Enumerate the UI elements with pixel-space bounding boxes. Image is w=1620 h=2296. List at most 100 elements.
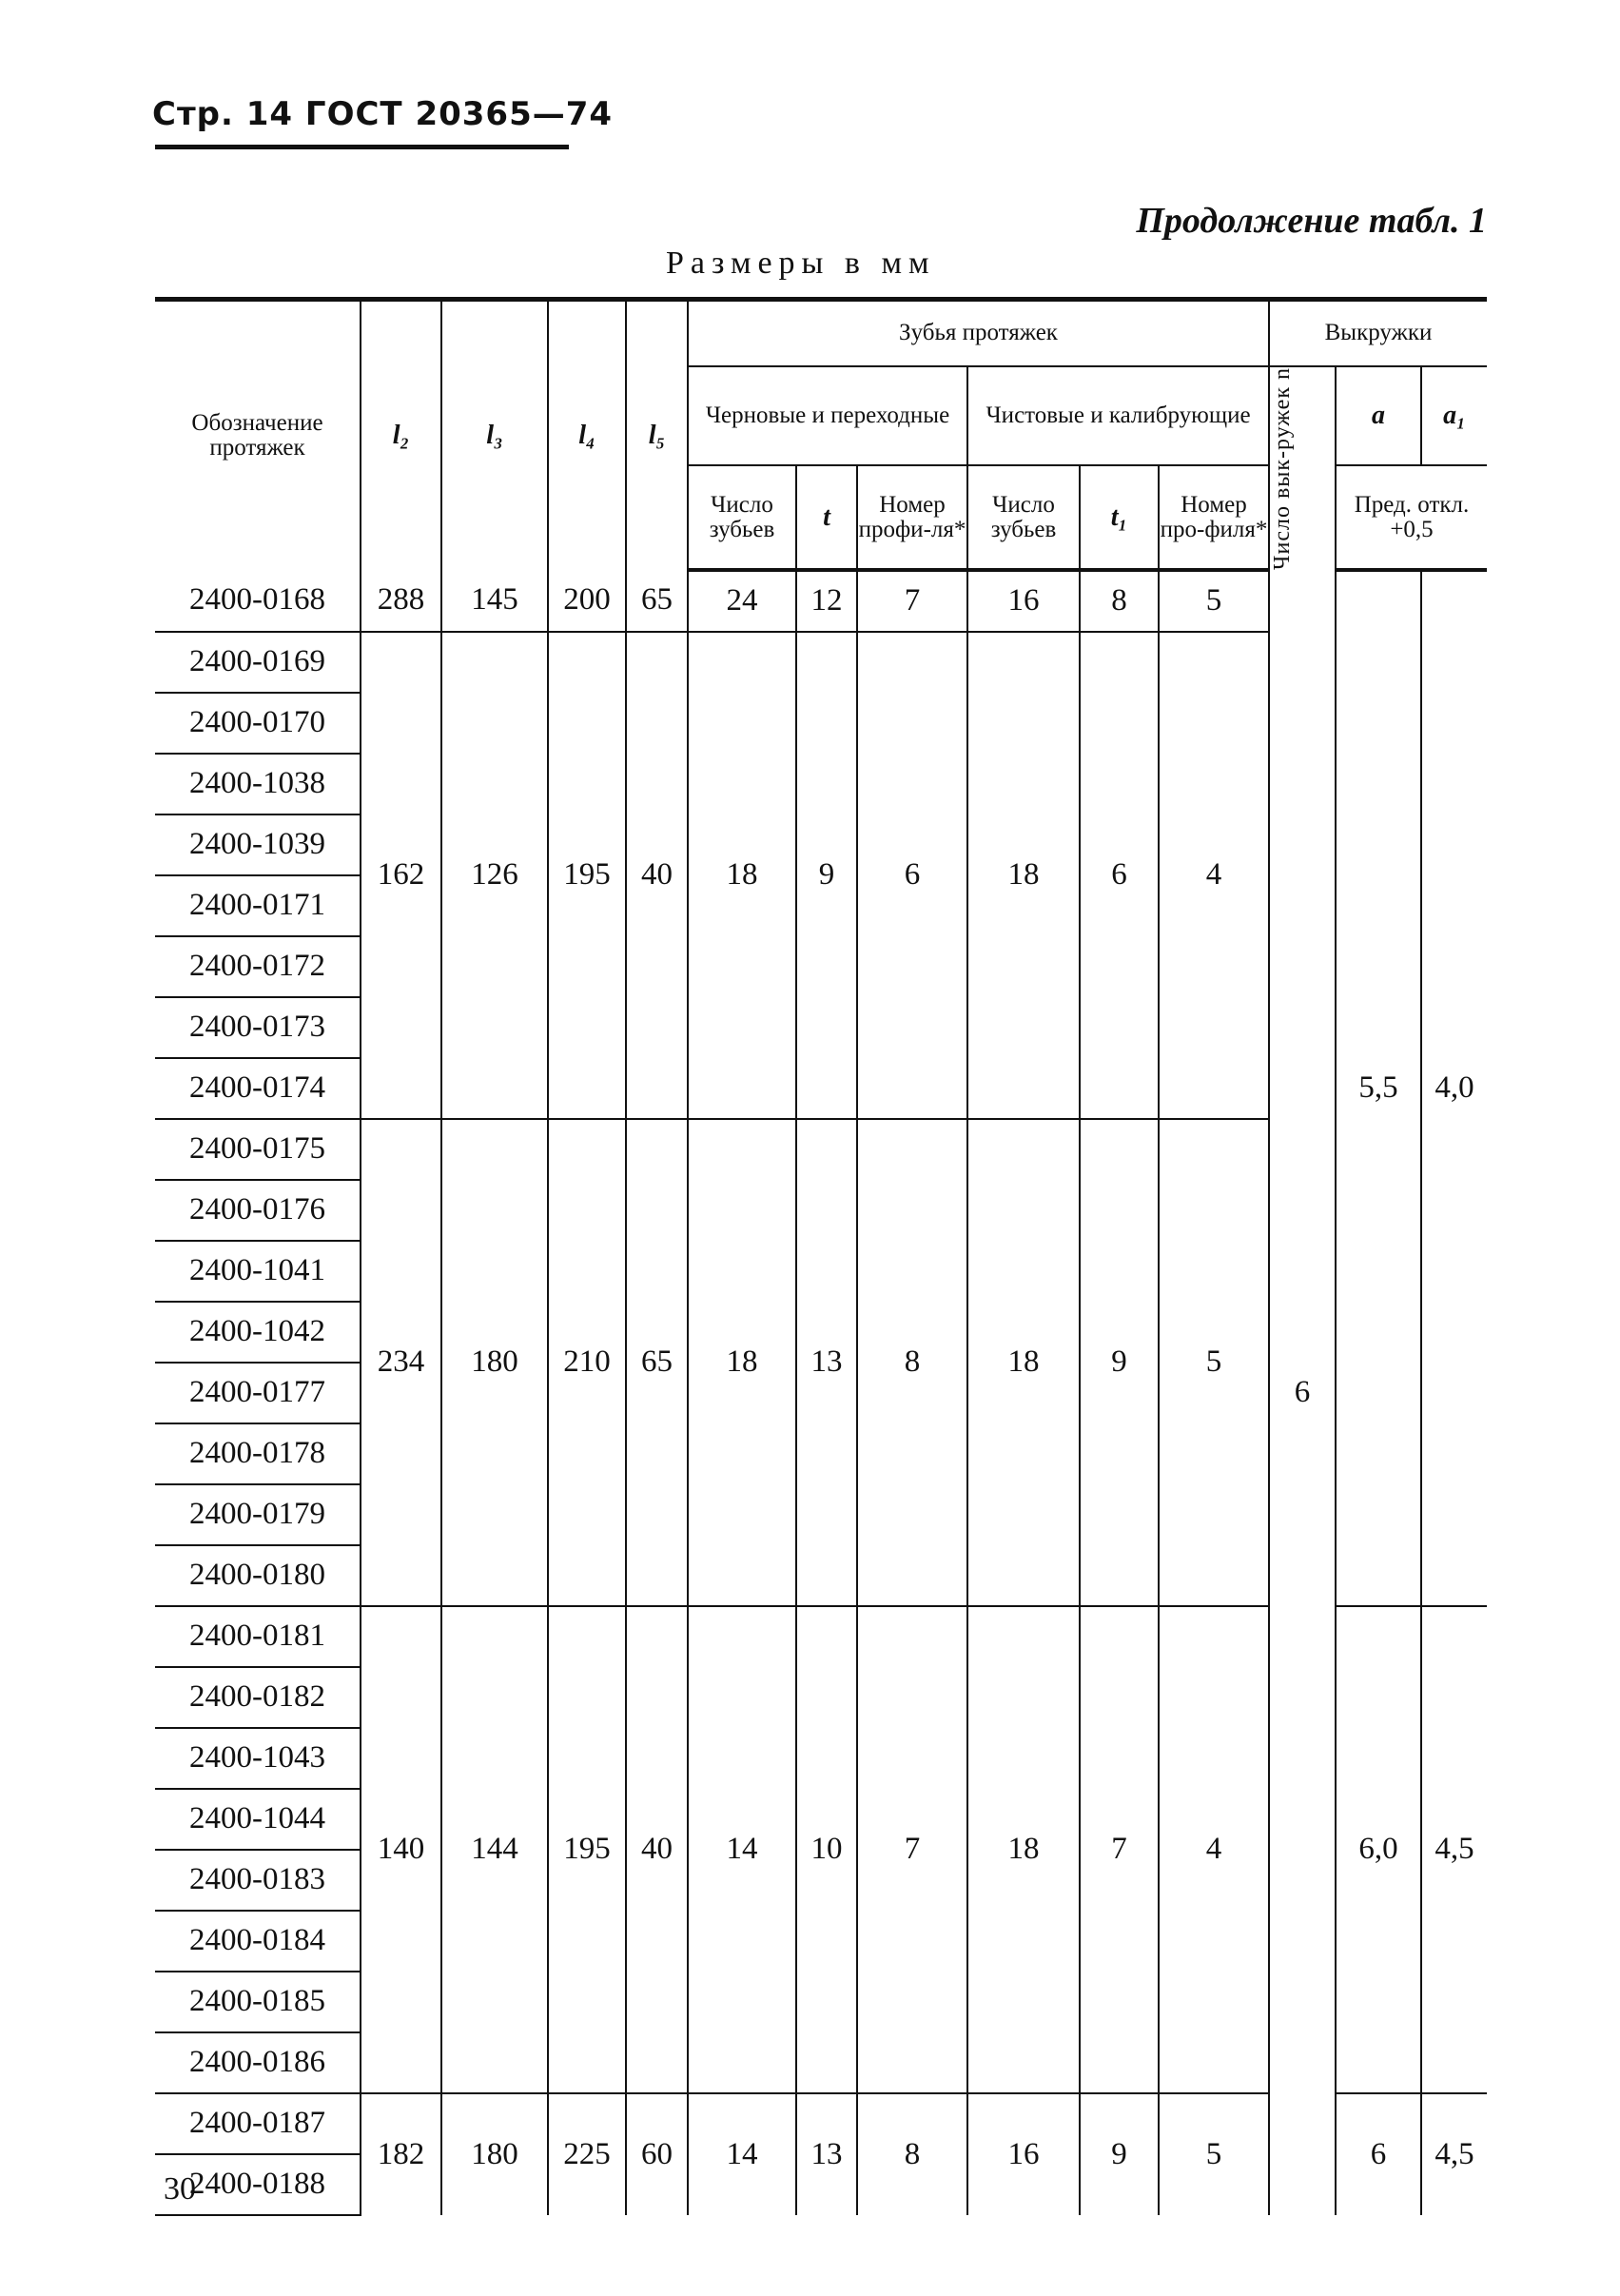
col-rough: Черновые и переходные <box>687 365 967 467</box>
designation-cell: 2400-0175 <box>155 1118 361 1181</box>
t-cell: 13 <box>795 1117 857 1606</box>
count-cell: 14 <box>687 2091 796 2215</box>
l2-cell: 234 <box>360 1117 441 1606</box>
table-row: 2400-0181 140 144 195 40 14 10 7 18 7 4 6,0 4,5 <box>155 1604 1487 2093</box>
designation-cell: 2400-1039 <box>155 814 361 876</box>
profile-cell: 6 <box>856 630 967 1119</box>
table-row: 2400-0186 <box>155 2031 1487 2094</box>
l4-cell: 195 <box>547 630 626 1119</box>
table-row: 2400-0170 <box>155 692 1487 755</box>
t1-cell: 9 <box>1079 1117 1159 1606</box>
table-row: 2400-0188 <box>155 2153 1487 2216</box>
t1-cell: 9 <box>1079 2091 1159 2215</box>
designation-cell: 2400-0168 <box>155 569 361 633</box>
table-row: 2400-1042 <box>155 1301 1487 1364</box>
table-continuation-label: Продолжение табл. 1 <box>1136 201 1487 241</box>
n-cell: 6 <box>1268 569 1336 2215</box>
table-row: 2400-0175 234 180 210 65 18 13 8 18 9 5 <box>155 1117 1487 1606</box>
profile2-cell: 4 <box>1158 630 1269 1119</box>
designation-cell: 2400-0186 <box>155 2031 361 2094</box>
l2-cell: 140 <box>360 1604 441 2093</box>
l4-cell: 200 <box>547 569 626 632</box>
l5-cell: 40 <box>625 1604 688 2093</box>
col-l2: l₂ <box>360 296 441 570</box>
l4-cell: 225 <box>547 2091 626 2215</box>
page-number: 30 <box>164 2171 196 2207</box>
t1-cell: 6 <box>1079 630 1159 1119</box>
table-row: 2400-1043 <box>155 1727 1487 1790</box>
table-row: 2400-0176 <box>155 1179 1487 1242</box>
table-row: 2400-1038 <box>155 753 1487 815</box>
designation-cell: 2400-1042 <box>155 1301 361 1364</box>
designation-cell: 2400-0184 <box>155 1910 361 1972</box>
count2-cell: 16 <box>966 569 1080 632</box>
a1-cell: 4,5 <box>1420 1604 1487 2093</box>
designation-cell: 2400-1044 <box>155 1788 361 1851</box>
table-row: 2400-0183 <box>155 1849 1487 1912</box>
t1-cell: 7 <box>1079 1604 1159 2093</box>
col-t: t <box>795 465 857 572</box>
designation-cell: 2400-0187 <box>155 2092 361 2155</box>
table-row: 2400-1039 <box>155 814 1487 876</box>
count2-cell: 18 <box>966 1604 1080 2093</box>
table-row: 2400-0168 288 145 200 65 24 12 7 16 8 5 6 5,5 4,0 <box>155 569 1487 2215</box>
designation-cell: 2400-0188 <box>155 2153 361 2216</box>
profile2-cell: 5 <box>1158 569 1269 632</box>
col-count: Число зубьев <box>687 465 796 572</box>
table-row: 2400-0180 <box>155 1544 1487 1607</box>
page-header: Стр. 14 ГОСТ 20365—74 <box>152 95 614 133</box>
table-row: 2400-0187 182 180 225 60 14 13 8 16 9 5 6 4,5 <box>155 2091 1487 2215</box>
table-row: 2400-0177 <box>155 1362 1487 1424</box>
col-l3: l₃ <box>440 296 548 570</box>
profile2-cell: 4 <box>1158 1604 1269 2093</box>
table-row: 2400-0171 <box>155 874 1487 937</box>
col-profile2: Номер про-филя* <box>1158 465 1269 572</box>
l3-cell: 180 <box>440 1117 548 1606</box>
t-cell: 9 <box>795 630 857 1119</box>
a-cell: 6,0 <box>1335 1604 1421 2093</box>
table-row: 2400-0169 162 126 195 40 18 9 6 18 6 4 <box>155 630 1487 1119</box>
profile-cell: 8 <box>856 1117 967 1606</box>
table-row: 2400-1041 <box>155 1240 1487 1303</box>
count-cell: 14 <box>687 1604 796 2093</box>
table-row: 2400-0173 <box>155 996 1487 1059</box>
designation-cell: 2400-1043 <box>155 1727 361 1790</box>
l5-cell: 65 <box>625 569 688 632</box>
col-designation: Обозначение протяжек <box>155 296 361 570</box>
l3-cell: 126 <box>440 630 548 1119</box>
t-cell: 12 <box>795 569 857 632</box>
a1-cell: 4,0 <box>1420 569 1487 1606</box>
designation-cell: 2400-0177 <box>155 1362 361 1424</box>
l4-cell: 195 <box>547 1604 626 2093</box>
count-cell: 18 <box>687 630 796 1119</box>
designation-cell: 2400-0169 <box>155 631 361 694</box>
a-cell: 5,5 <box>1335 569 1421 1606</box>
l5-cell: 65 <box>625 1117 688 1606</box>
table-row: 2400-0174 <box>155 1057 1487 1120</box>
col-tolerance: Пред. откл. +0,5 <box>1335 465 1487 572</box>
table-row: 2400-0182 <box>155 1666 1487 1729</box>
count-cell: 18 <box>687 1117 796 1606</box>
designation-cell: 2400-0170 <box>155 692 361 755</box>
designation-cell: 2400-0174 <box>155 1057 361 1120</box>
profile-cell: 7 <box>856 569 967 632</box>
designation-cell: 2400-0180 <box>155 1544 361 1607</box>
dimensions-table: Обозначение протяжек l₂ l₃ l₄ l₅ Зубья п… <box>155 296 1487 2216</box>
l5-cell: 40 <box>625 630 688 1119</box>
designation-cell: 2400-0171 <box>155 874 361 937</box>
count2-cell: 16 <box>966 2091 1080 2215</box>
col-l5: l₅ <box>625 296 688 570</box>
l2-cell: 162 <box>360 630 441 1119</box>
a-cell: 6 <box>1335 2091 1421 2215</box>
units-label: Размеры в мм <box>666 245 936 281</box>
count-cell: 24 <box>687 569 796 632</box>
col-profile: Номер профи-ля* <box>856 465 967 572</box>
designation-cell: 2400-0173 <box>155 996 361 1059</box>
designation-cell: 2400-0182 <box>155 1666 361 1729</box>
table-row: 2400-0172 <box>155 935 1487 998</box>
designation-cell: 2400-0176 <box>155 1179 361 1242</box>
count2-cell: 18 <box>966 630 1080 1119</box>
table-row: 2400-0179 <box>155 1483 1487 1546</box>
table-row: 2400-0184 <box>155 1910 1487 1972</box>
col-a1: a₁ <box>1420 365 1487 467</box>
